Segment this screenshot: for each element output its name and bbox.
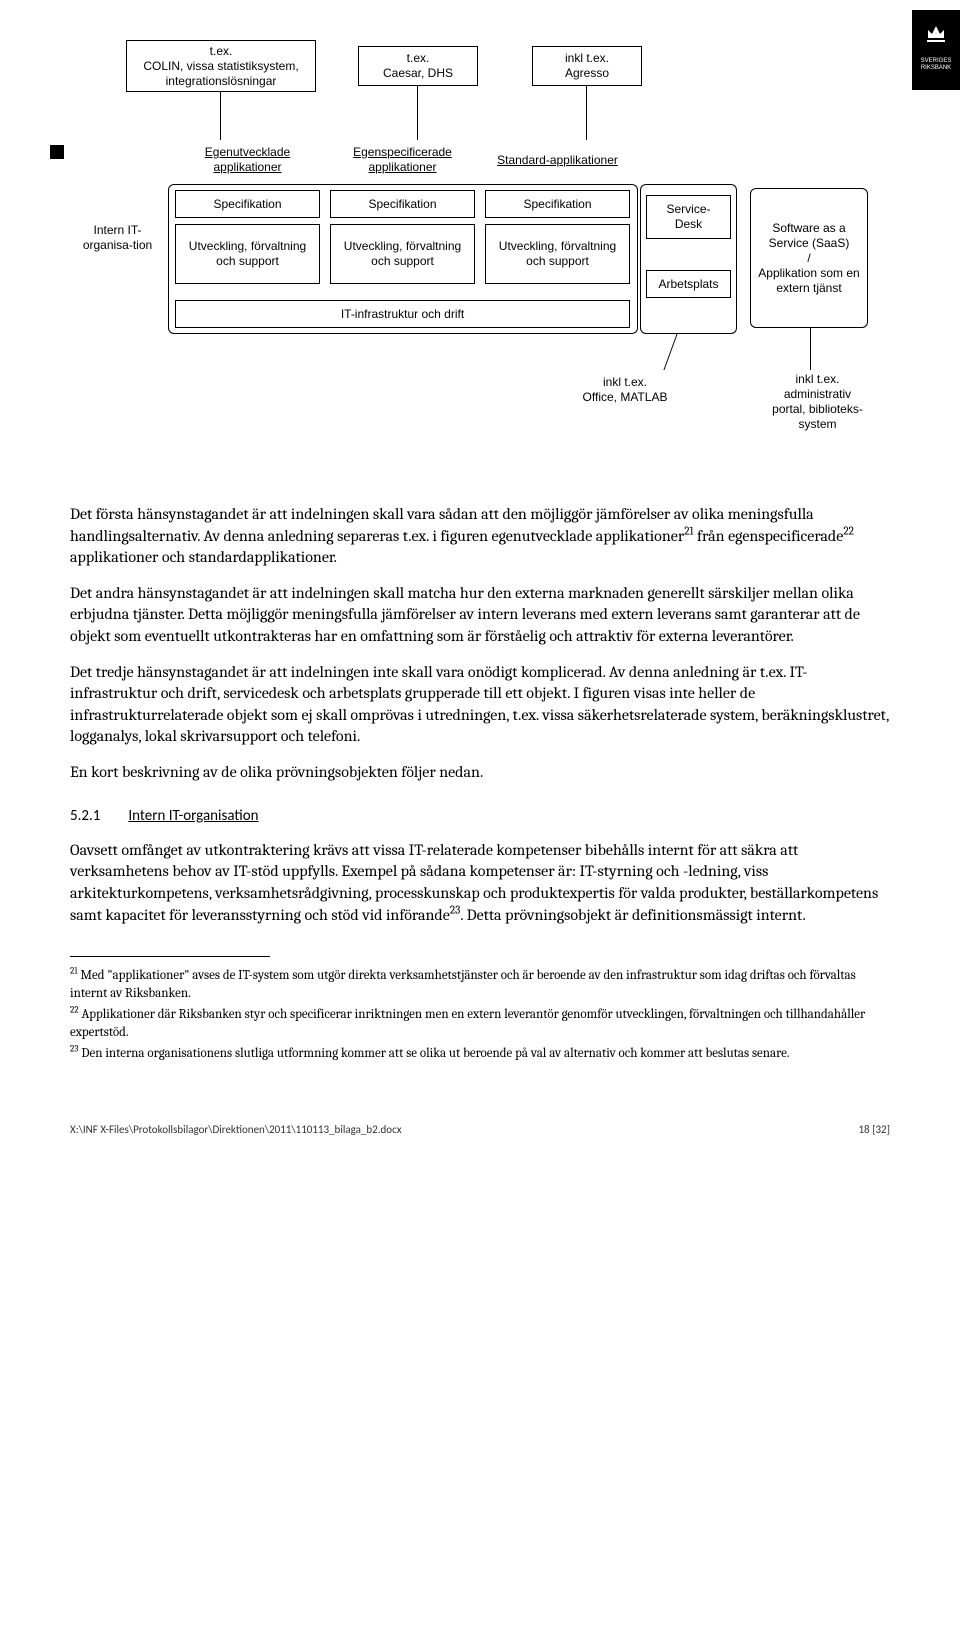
riksbank-logo: SVERIGES RIKSBANK (912, 10, 960, 90)
para-2: Det andra hänsynstagandet är att indelni… (70, 583, 890, 648)
section-heading: 5.2.1Intern IT-organisation (70, 806, 890, 826)
footnotes: 21 Med "applikationer" avses de IT-syste… (70, 967, 890, 1063)
logo-text-2: RIKSBANK (921, 65, 951, 71)
para-4: En kort beskrivning av de olika prövning… (70, 762, 890, 784)
saas-box: Software as a Service (SaaS) / Applikati… (750, 188, 868, 328)
para-1: Det första hänsynstagandet är att indeln… (70, 504, 890, 569)
header-col1: Egenutvecklade applikationer (175, 140, 320, 180)
para-3: Det tredje hänsynstagandet är att indeln… (70, 662, 890, 748)
bottom-example-2: inkl t.ex. administrativ portal, bibliot… (760, 370, 875, 434)
para-5: Oavsett omfånget av utkontraktering kräv… (70, 840, 890, 926)
footnote-separator (70, 956, 270, 957)
footer-path: X:\INF X-Files\Protokollsbilagor\Direkti… (70, 1123, 402, 1136)
bottom-example-1: inkl t.ex. Office, MATLAB (560, 370, 690, 410)
page-footer: X:\INF X-Files\Protokollsbilagor\Direkti… (70, 1123, 890, 1136)
logo-text-1: SVERIGES (921, 58, 952, 64)
header-col3: Standard-applikationer (485, 140, 630, 180)
spec-col2: Specifikation (330, 190, 475, 218)
body-text: Det första hänsynstagandet är att indeln… (70, 504, 890, 926)
infra-box: IT-infrastruktur och drift (175, 300, 630, 328)
bullet-marker (50, 145, 64, 159)
footer-page: 18 [32] (858, 1123, 890, 1136)
intern-it-label: Intern IT-organisa-tion (70, 208, 165, 268)
header-col2: Egenspecificerade applikationer (330, 140, 475, 180)
crown-icon (924, 20, 948, 50)
example-box-2: t.ex. Caesar, DHS (358, 46, 478, 86)
spec-col1: Specifikation (175, 190, 320, 218)
example-box-1: t.ex. COLIN, vissa statistiksystem, inte… (126, 40, 316, 92)
dev-col1: Utveckling, förvaltning och support (175, 224, 320, 284)
spec-col3: Specifikation (485, 190, 630, 218)
it-architecture-diagram: t.ex. COLIN, vissa statistiksystem, inte… (70, 40, 890, 480)
dev-col3: Utveckling, förvaltning och support (485, 224, 630, 284)
example-box-3: inkl t.ex. Agresso (532, 46, 642, 86)
dev-col2: Utveckling, förvaltning och support (330, 224, 475, 284)
